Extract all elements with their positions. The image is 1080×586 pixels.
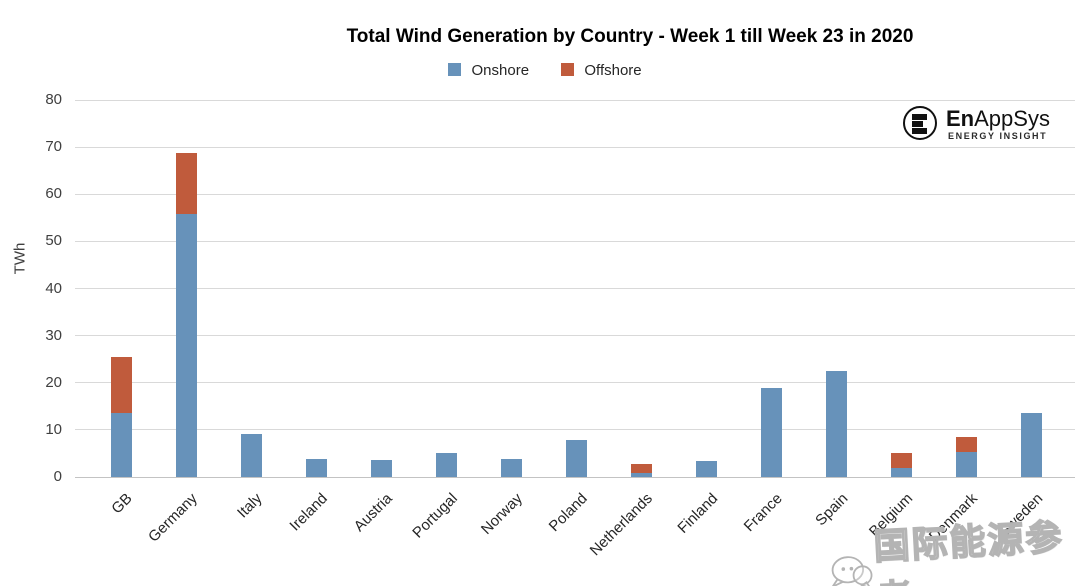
offshore-swatch-icon: [561, 63, 575, 76]
x-axis-label-austria: Austria: [350, 490, 397, 536]
logo-tagline: ENERGY INSIGHT: [948, 131, 1048, 141]
bar-finland-onshore: [695, 460, 717, 477]
legend-item-onshore: Onshore: [448, 62, 529, 79]
x-axis-label-ireland: Ireland: [286, 490, 332, 535]
y-tick-label-10: 10: [45, 420, 62, 438]
x-axis-label-germany: Germany: [145, 490, 202, 546]
bar-poland-onshore: [565, 439, 587, 477]
y-tick-label-70: 70: [45, 138, 62, 156]
legend-label-offshore: Offshore: [584, 62, 642, 79]
x-axis-label-finland: Finland: [674, 490, 722, 537]
enappsys-logo: EnAppSys ENERGY INSIGHT: [903, 104, 1063, 148]
y-tick-label-0: 0: [53, 468, 62, 485]
gridline-60: [75, 193, 1075, 195]
bar-france-onshore: [760, 387, 782, 477]
enappsys-e-circle-icon: [903, 106, 937, 140]
bar-ireland-onshore: [305, 458, 327, 477]
gridline-30: [75, 335, 1075, 337]
x-axis-label-netherlands: Netherlands: [586, 490, 657, 560]
bar-denmark-onshore: [955, 452, 977, 477]
gridline-80: [75, 99, 1075, 101]
speech-bubbles-icon: [829, 556, 873, 586]
bar-germany-offshore: [175, 153, 197, 214]
bar-portugal-onshore: [435, 453, 457, 477]
chart-title: Total Wind Generation by Country - Week …: [346, 26, 914, 47]
bar-gb-offshore: [110, 356, 132, 414]
x-axis-label-belgium: Belgium: [865, 490, 917, 541]
gridline-0: [75, 476, 1075, 478]
y-tick-label-20: 20: [45, 373, 62, 391]
x-axis-label-portugal: Portugal: [409, 490, 462, 542]
bar-belgium-offshore: [890, 453, 912, 469]
gridline-50: [75, 240, 1075, 242]
bar-spain-onshore: [825, 371, 847, 477]
x-axis-label-norway: Norway: [478, 490, 527, 538]
watermark-text: 国际能源参考: [872, 516, 1065, 586]
x-axis-label-gb: GB: [108, 490, 137, 518]
chart-legend: Onshore Offshore: [0, 62, 1080, 79]
x-axis-label-spain: Spain: [811, 490, 852, 530]
bar-sweden-onshore: [1020, 412, 1042, 477]
bar-germany-onshore: [175, 213, 197, 477]
bar-austria-onshore: [370, 459, 392, 477]
gridline-20: [75, 382, 1075, 384]
bar-netherlands-onshore: [630, 473, 652, 477]
legend-label-onshore: Onshore: [471, 62, 530, 79]
bar-belgium-onshore: [890, 468, 912, 477]
x-axis-label-sweden: Sweden: [995, 490, 1047, 541]
gridline-70: [75, 146, 1075, 148]
logo-wordmark: EnAppSys: [946, 106, 1050, 131]
bar-gb-onshore: [110, 413, 132, 477]
y-tick-label-50: 50: [45, 232, 62, 250]
plot-area: [75, 99, 1075, 478]
x-axis-label-poland: Poland: [545, 490, 592, 536]
y-tick-label-30: 30: [45, 326, 62, 344]
gridline-10: [75, 429, 1075, 431]
onshore-swatch-icon: [448, 63, 462, 76]
bar-denmark-offshore: [955, 437, 977, 453]
bar-norway-onshore: [500, 458, 522, 477]
x-axis-label-denmark: Denmark: [925, 490, 982, 546]
legend-item-offshore: Offshore: [561, 62, 642, 79]
bar-netherlands-offshore: [630, 464, 652, 474]
y-tick-label-80: 80: [45, 91, 62, 108]
x-axis-label-france: France: [740, 490, 787, 536]
x-axis-label-italy: Italy: [234, 490, 267, 522]
y-tick-label-60: 60: [45, 185, 62, 203]
bar-italy-onshore: [240, 433, 262, 477]
gridline-40: [75, 288, 1075, 289]
y-tick-label-40: 40: [45, 279, 62, 297]
